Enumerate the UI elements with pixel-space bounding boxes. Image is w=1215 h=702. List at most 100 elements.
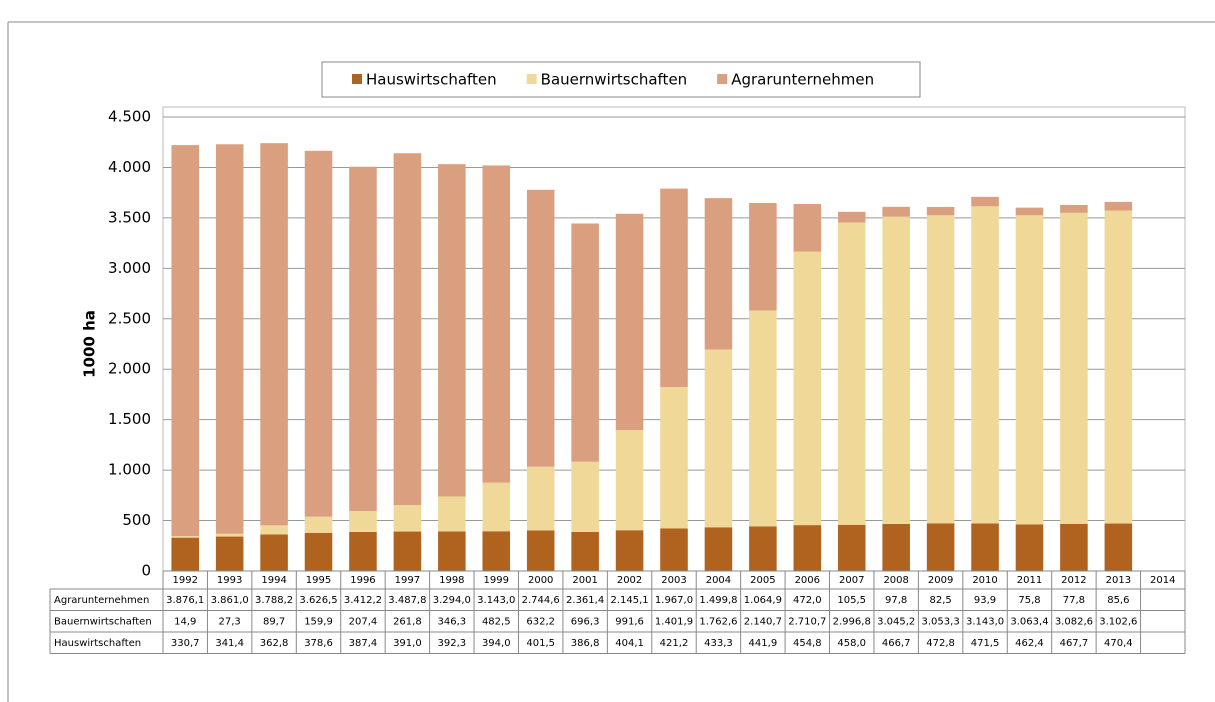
bar [749, 310, 777, 527]
data-label: 1.401,9 [655, 616, 693, 627]
bar [1015, 215, 1044, 525]
bar [571, 461, 599, 532]
data-label: 3.487,8 [388, 595, 426, 606]
bar [171, 145, 199, 537]
data-label: 3.045,2 [877, 616, 915, 627]
y-tick-label: 1.000 [108, 461, 151, 479]
data-label: 3.294,0 [433, 595, 471, 606]
data-label: 159,9 [304, 616, 333, 627]
bar [304, 532, 333, 571]
legend-label: Agrarunternehmen [731, 71, 874, 89]
bar [793, 525, 822, 571]
bar [882, 523, 910, 571]
data-label: 3.412,2 [344, 595, 382, 606]
bar [926, 523, 955, 571]
y-tick-label: 4.500 [108, 108, 151, 126]
x-tick-label: 2007 [839, 575, 864, 586]
bar [704, 349, 733, 528]
x-tick-label: 2011 [1017, 575, 1042, 586]
data-label: 2.140,7 [744, 616, 782, 627]
data-label: 89,7 [263, 616, 285, 627]
x-tick-label: 2005 [750, 575, 775, 586]
table-row-label: Bauernwirtschaften [54, 616, 152, 627]
data-label: 2.710,7 [788, 616, 826, 627]
bar [971, 206, 999, 524]
x-tick-label: 2014 [1150, 575, 1175, 586]
x-tick-label: 2001 [572, 575, 597, 586]
bar [393, 505, 422, 532]
data-label: 27,3 [219, 616, 241, 627]
bar [926, 215, 955, 524]
x-tick-label: 2002 [617, 575, 642, 586]
bar [215, 533, 244, 537]
bar [304, 516, 333, 533]
bar [438, 496, 466, 532]
legend-swatch [526, 74, 537, 84]
data-label: 1.064,9 [744, 595, 782, 606]
data-label: 433,3 [704, 638, 733, 649]
bar [526, 189, 555, 467]
data-label: 3.876,1 [166, 595, 204, 606]
x-tick-label: 2012 [1061, 575, 1086, 586]
data-label: 394,0 [482, 638, 511, 649]
data-label: 441,9 [749, 638, 778, 649]
bar [393, 153, 422, 506]
bar [571, 223, 599, 462]
bar [1060, 523, 1088, 571]
bar [1060, 212, 1088, 524]
data-label: 2.145,1 [610, 595, 648, 606]
data-label: 2.996,8 [833, 616, 871, 627]
bar [215, 144, 244, 534]
data-label: 3.082,6 [1055, 616, 1093, 627]
bar [438, 531, 466, 571]
data-label: 3.788,2 [255, 595, 293, 606]
x-tick-label: 1999 [484, 575, 509, 586]
data-label: 3.102,6 [1099, 616, 1137, 627]
legend-box [321, 61, 921, 98]
x-tick-label: 2004 [706, 575, 731, 586]
y-tick-label: 500 [122, 511, 151, 529]
legend-swatch [717, 74, 728, 84]
y-tick-label: 2.500 [108, 309, 151, 327]
data-label: 696,3 [571, 616, 600, 627]
x-tick-label: 2008 [883, 575, 908, 586]
bar [793, 204, 822, 252]
bar [704, 198, 733, 350]
legend-label: Bauernwirtschaften [541, 71, 688, 89]
x-tick-label: 1996 [350, 575, 375, 586]
data-label: 2.361,4 [566, 595, 604, 606]
y-tick-label: 4.000 [108, 158, 151, 176]
data-label: 75,8 [1018, 595, 1040, 606]
bar [837, 524, 866, 571]
bar [837, 211, 866, 223]
data-label: 77,8 [1063, 595, 1085, 606]
bar [749, 203, 777, 311]
bar [1104, 210, 1133, 524]
bar [1104, 201, 1133, 211]
data-label: 467,7 [1060, 638, 1089, 649]
x-tick-label: 2010 [972, 575, 997, 586]
bar [615, 430, 644, 531]
legend-label: Hauswirtschaften [366, 71, 497, 89]
bar [526, 530, 555, 571]
data-label: 3.861,0 [211, 595, 249, 606]
bar [571, 531, 599, 571]
y-tick-label: 3.500 [108, 208, 151, 226]
x-tick-label: 2009 [928, 575, 953, 586]
data-label: 991,6 [615, 616, 644, 627]
bar [882, 206, 910, 217]
table-row-label: Hauswirtschaften [54, 638, 141, 649]
bar [260, 534, 288, 571]
bar [393, 531, 422, 571]
table-row-label: Agrarunternehmen [54, 595, 149, 606]
data-label: 3.053,3 [922, 616, 960, 627]
data-label: 207,4 [349, 616, 378, 627]
data-label: 330,7 [171, 638, 200, 649]
data-label: 472,8 [926, 638, 955, 649]
bar [1015, 524, 1044, 571]
bar [704, 527, 733, 571]
bar [615, 213, 644, 431]
x-tick-label: 1993 [217, 575, 242, 586]
data-label: 3.143,0 [966, 616, 1004, 627]
